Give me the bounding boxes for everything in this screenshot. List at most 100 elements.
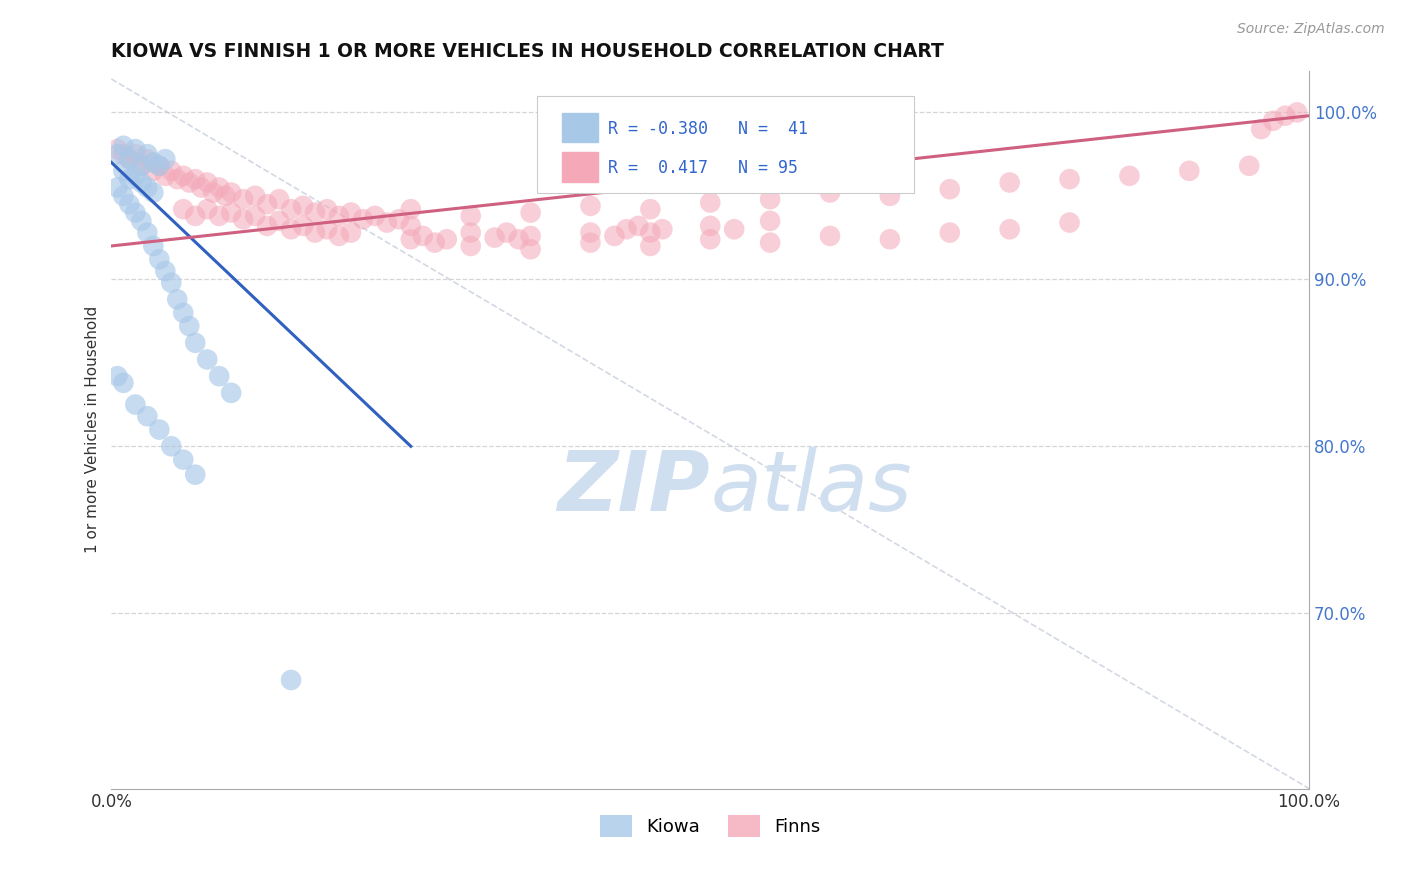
Point <box>232 192 254 206</box>
Point <box>399 232 422 246</box>
Point <box>202 186 225 200</box>
Point <box>155 169 177 183</box>
Point <box>148 252 170 267</box>
Point <box>124 142 146 156</box>
Point <box>1263 113 1285 128</box>
Point <box>388 212 411 227</box>
Point <box>939 182 962 196</box>
Point <box>519 205 541 219</box>
Point <box>316 202 339 217</box>
Point <box>136 152 159 166</box>
Point <box>112 164 135 178</box>
Point <box>699 195 721 210</box>
Point <box>998 222 1021 236</box>
Point <box>640 202 662 217</box>
Point <box>292 219 315 233</box>
Point <box>818 228 841 243</box>
Point <box>124 147 146 161</box>
Point <box>136 147 159 161</box>
Point <box>112 376 135 390</box>
Point <box>1286 105 1309 120</box>
Point <box>1059 172 1081 186</box>
Point <box>136 409 159 424</box>
Point <box>148 159 170 173</box>
Point <box>484 230 506 244</box>
Point <box>172 202 194 217</box>
Point <box>208 180 231 194</box>
Point <box>118 152 141 166</box>
Point <box>112 147 135 161</box>
Point <box>280 673 302 687</box>
Point <box>340 205 363 219</box>
Y-axis label: 1 or more Vehicles in Household: 1 or more Vehicles in Household <box>86 306 100 553</box>
Point <box>519 242 541 256</box>
Point <box>243 209 266 223</box>
FancyBboxPatch shape <box>562 113 598 143</box>
Point <box>160 164 183 178</box>
Point <box>118 197 141 211</box>
Point <box>723 222 745 236</box>
Point <box>243 189 266 203</box>
Point <box>759 192 782 206</box>
Text: R =  0.417   N = 95: R = 0.417 N = 95 <box>609 160 799 178</box>
Point <box>759 235 782 250</box>
Point <box>256 219 278 233</box>
Point <box>142 155 165 169</box>
Point <box>172 452 194 467</box>
Point <box>364 209 387 223</box>
Point <box>105 147 128 161</box>
Point <box>603 228 626 243</box>
Point <box>818 186 841 200</box>
Point <box>328 209 350 223</box>
Text: KIOWA VS FINNISH 1 OR MORE VEHICLES IN HOUSEHOLD CORRELATION CHART: KIOWA VS FINNISH 1 OR MORE VEHICLES IN H… <box>111 42 945 61</box>
Point <box>519 228 541 243</box>
Point <box>148 423 170 437</box>
Point <box>579 226 602 240</box>
Point <box>423 235 446 250</box>
Point <box>131 159 153 173</box>
Point <box>195 352 218 367</box>
Point <box>172 169 194 183</box>
Point <box>179 176 201 190</box>
Point <box>184 467 207 482</box>
Point <box>352 212 374 227</box>
Point <box>627 219 650 233</box>
Point <box>267 214 290 228</box>
Point <box>651 222 673 236</box>
Point <box>179 319 201 334</box>
Point <box>105 369 128 384</box>
Text: ZIP: ZIP <box>558 447 710 527</box>
Point <box>136 180 159 194</box>
Point <box>195 202 218 217</box>
Point <box>939 226 962 240</box>
Point <box>118 152 141 166</box>
Point <box>105 142 128 156</box>
Point <box>1250 122 1272 136</box>
Point <box>219 186 242 200</box>
Point <box>219 205 242 219</box>
Point <box>998 176 1021 190</box>
Text: Source: ZipAtlas.com: Source: ZipAtlas.com <box>1237 22 1385 37</box>
Point <box>142 164 165 178</box>
Point <box>155 264 177 278</box>
Point <box>208 369 231 384</box>
Point <box>759 214 782 228</box>
Point <box>879 189 901 203</box>
Point <box>292 199 315 213</box>
Point <box>214 189 236 203</box>
Point <box>112 189 135 203</box>
Point <box>304 205 326 219</box>
Point <box>460 209 482 223</box>
Point <box>124 169 146 183</box>
Point <box>699 219 721 233</box>
Point <box>155 152 177 166</box>
Point <box>131 159 153 173</box>
Point <box>105 180 128 194</box>
Point <box>208 209 231 223</box>
Point <box>118 172 141 186</box>
Point <box>232 212 254 227</box>
Point <box>160 439 183 453</box>
Point <box>699 232 721 246</box>
Point <box>184 335 207 350</box>
Point <box>112 138 135 153</box>
